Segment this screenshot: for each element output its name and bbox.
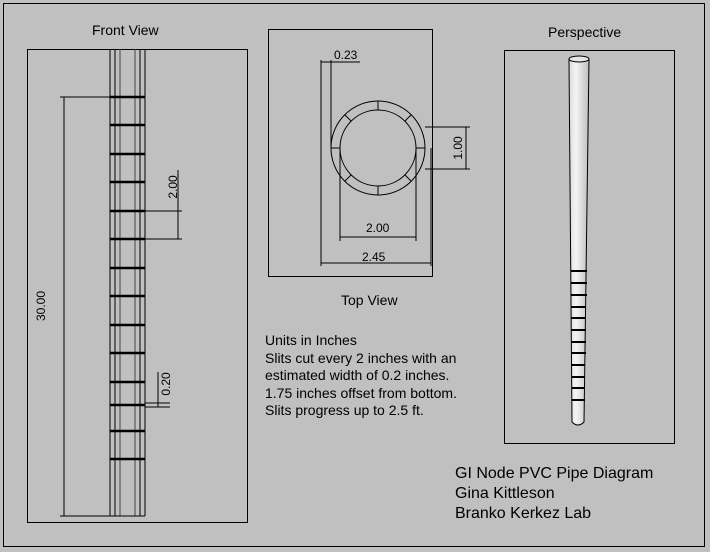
slit-mark-upper-left: [344, 114, 352, 122]
note-line: Slits progress up to 2.5 ft.: [265, 402, 424, 418]
note-line: estimated width of 0.2 inches.: [265, 367, 450, 383]
front-view-title: Front View: [92, 22, 159, 38]
note-line: Slits cut every 2 inches with an: [265, 349, 457, 366]
inner-diameter-label: 2.00: [366, 221, 390, 235]
perspective-pipe-body: [568, 58, 590, 426]
drawing-frame: [3, 3, 705, 547]
perspective-view-title: Perspective: [548, 24, 622, 40]
top-view-panel: [268, 29, 433, 277]
overall-length-dimension: [60, 96, 110, 517]
slit-width-label: 0.20: [159, 372, 173, 396]
slit-spacing-dimension: [145, 170, 182, 240]
overall-length-label: 30.00: [34, 291, 48, 321]
top-view-title: Top View: [341, 292, 398, 308]
perspective-pipe-top: [568, 55, 590, 63]
slit-width-dimension: [145, 372, 170, 408]
inner-diameter-dimension: [339, 148, 417, 241]
author-name: Gina Kittleson: [455, 485, 555, 502]
drawing-title: GI Node PVC Pipe Diagram: [455, 465, 654, 482]
slit-mark-upper-right: [404, 114, 412, 122]
perspective-slits: [571, 270, 587, 401]
slit-spacing-label: 2.00: [166, 175, 180, 199]
outer-diameter-label: 2.45: [362, 250, 386, 264]
note-line: Units in Inches: [265, 332, 357, 348]
front-view-slits: [110, 95, 145, 461]
slit-mark-lower-left: [344, 174, 352, 182]
outer-diameter-dimension: [320, 148, 432, 266]
note-line: 1.75 inches offset from bottom.: [265, 384, 457, 401]
title-block: GI Node PVC Pipe Diagram Gina Kittleson …: [455, 464, 653, 524]
slit-opening-label: 1.00: [451, 136, 465, 160]
notes-block: Units in Inches Slits cut every 2 inches…: [265, 332, 457, 420]
wall-thickness-dimension: [320, 60, 360, 148]
perspective-view-panel: [504, 50, 675, 444]
slit-opening-dimension: [425, 126, 470, 170]
slit-mark-lower-right: [404, 174, 412, 182]
wall-thickness-label: 0.23: [334, 48, 358, 62]
lab-name: Branko Kerkez Lab: [455, 505, 592, 522]
